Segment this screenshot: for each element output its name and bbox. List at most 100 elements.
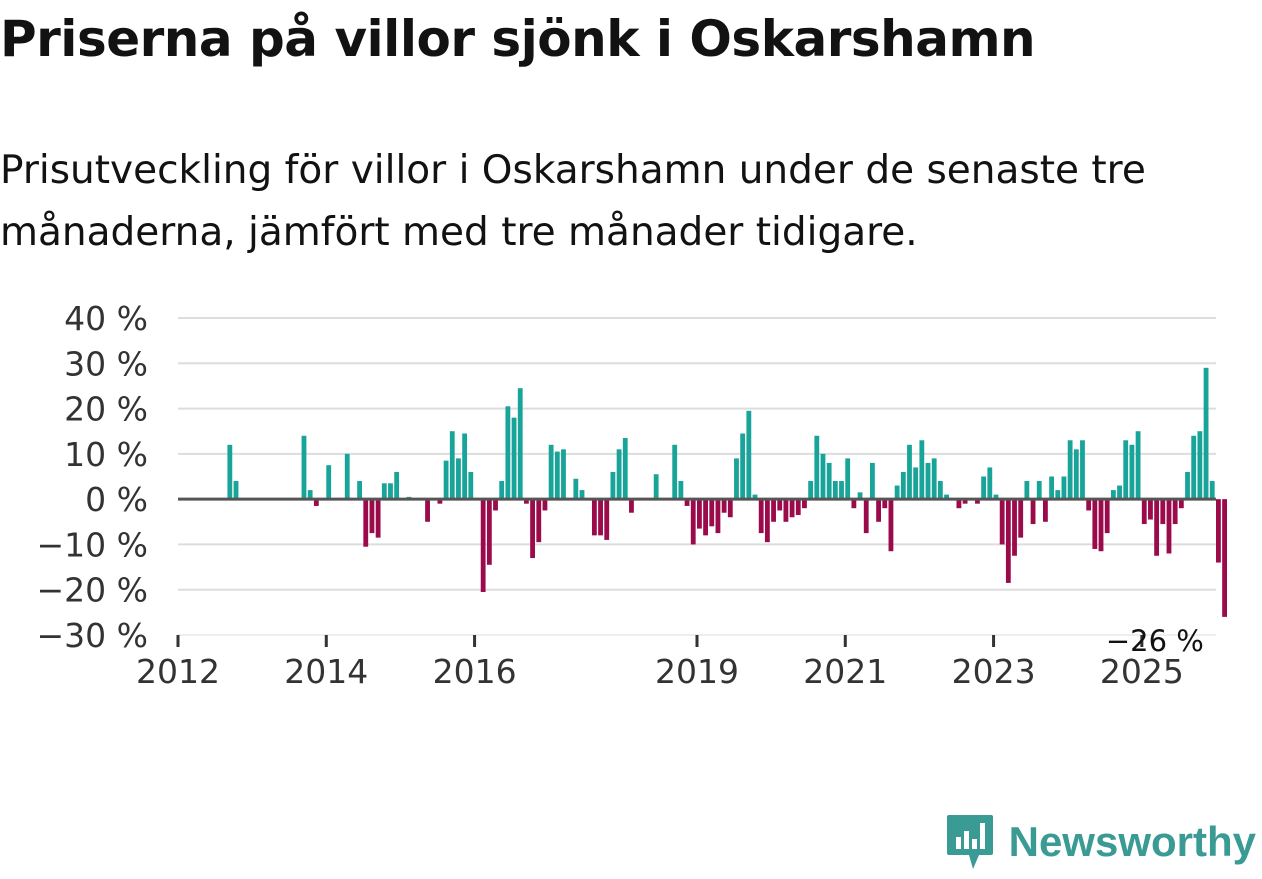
- bar: [456, 458, 461, 500]
- bar: [653, 474, 659, 500]
- bar: [820, 453, 826, 500]
- bar: [499, 481, 505, 500]
- bar: [548, 444, 554, 500]
- bar: [870, 462, 875, 500]
- y-tick-label: −10 %: [37, 525, 149, 564]
- bar: [505, 406, 511, 500]
- bar: [363, 499, 369, 547]
- bar: [839, 481, 844, 500]
- x-tick-label: 2025: [1100, 652, 1184, 691]
- bar: [388, 483, 393, 500]
- bar: [1117, 485, 1122, 500]
- bar: [573, 478, 579, 500]
- bar: [975, 499, 980, 504]
- bar: [1148, 499, 1153, 520]
- bar: [468, 471, 474, 500]
- x-tick-label: 2019: [655, 652, 739, 691]
- y-tick-label: 40 %: [64, 299, 148, 338]
- x-axis-ticks: 2012 2014 2016 2019 2021 2023 2025: [136, 635, 1184, 691]
- bar: [857, 492, 863, 500]
- bar: [771, 499, 776, 522]
- bar: [425, 499, 430, 522]
- bar: [752, 494, 758, 500]
- bar: [1135, 431, 1141, 500]
- bar: [511, 417, 517, 500]
- chart-subtitle: Prisutveckling för villor i Oskarshamn u…: [0, 148, 1146, 255]
- newsworthy-brand: Newsworthy: [945, 813, 1256, 871]
- bars: [227, 367, 1227, 617]
- bar: [629, 499, 634, 513]
- x-tick-label: 2012: [136, 652, 220, 691]
- bar: [1049, 476, 1054, 500]
- bar: [937, 481, 943, 500]
- bar: [1012, 499, 1017, 556]
- bar: [1080, 440, 1085, 500]
- bar: [1178, 499, 1184, 509]
- gridlines: [178, 317, 1216, 636]
- bar: [709, 499, 715, 527]
- bar: [1036, 481, 1042, 500]
- bar: [227, 444, 233, 500]
- bar: [493, 499, 498, 511]
- bar: [1222, 499, 1227, 617]
- bar: [672, 444, 678, 500]
- bar: [931, 458, 937, 500]
- bar: [462, 433, 468, 500]
- bar: [381, 483, 387, 500]
- bar: [727, 499, 733, 518]
- bar: [443, 460, 449, 500]
- bar: [480, 499, 486, 592]
- bar: [882, 499, 888, 509]
- bar: [1166, 499, 1172, 554]
- y-tick-label: 10 %: [64, 435, 148, 474]
- bar: [579, 490, 585, 500]
- bar: [832, 481, 838, 500]
- bar: [740, 433, 746, 500]
- bar: [610, 471, 616, 500]
- bar: [344, 453, 350, 500]
- bar: [1086, 499, 1092, 511]
- x-tick-label: 2023: [952, 652, 1036, 691]
- bar: [517, 388, 523, 500]
- bar: [703, 499, 708, 536]
- bar: [715, 499, 721, 534]
- y-tick-label: 20 %: [64, 390, 148, 429]
- bar: [326, 465, 332, 500]
- bar: [863, 499, 869, 534]
- bar: [734, 458, 739, 500]
- bar: [1197, 431, 1203, 500]
- bar: [1172, 499, 1178, 525]
- bar: [919, 440, 925, 500]
- bar: [554, 451, 560, 500]
- bar: [987, 467, 993, 500]
- bar: [993, 494, 999, 500]
- bar: [616, 449, 622, 500]
- bar: [1067, 440, 1073, 500]
- x-tick-label: 2021: [803, 652, 887, 691]
- bar: [684, 499, 690, 506]
- bar: [746, 410, 752, 500]
- chart-title: Priserna på villor sjönk i Oskarshamn: [0, 10, 1036, 68]
- bar: [721, 499, 727, 513]
- bar: [777, 499, 783, 511]
- bar: [814, 435, 820, 500]
- bar: [1005, 499, 1011, 583]
- bar: [1123, 440, 1129, 500]
- bar: [375, 499, 381, 538]
- bar: [888, 499, 894, 552]
- bar: [394, 471, 400, 500]
- bar: [1110, 490, 1116, 500]
- bar: [1073, 449, 1079, 500]
- bar: [536, 499, 542, 543]
- x-tick-label: 2014: [284, 652, 368, 691]
- bar: [1216, 499, 1221, 563]
- bar: [758, 499, 764, 534]
- bar: [1141, 499, 1147, 525]
- y-tick-label: −30 %: [37, 616, 149, 655]
- last-value-annotation: −26 %: [1106, 624, 1204, 658]
- bar: [789, 499, 795, 518]
- bar: [1055, 490, 1061, 500]
- bar: [851, 499, 857, 509]
- bar: [1185, 471, 1190, 500]
- bar: [369, 499, 375, 534]
